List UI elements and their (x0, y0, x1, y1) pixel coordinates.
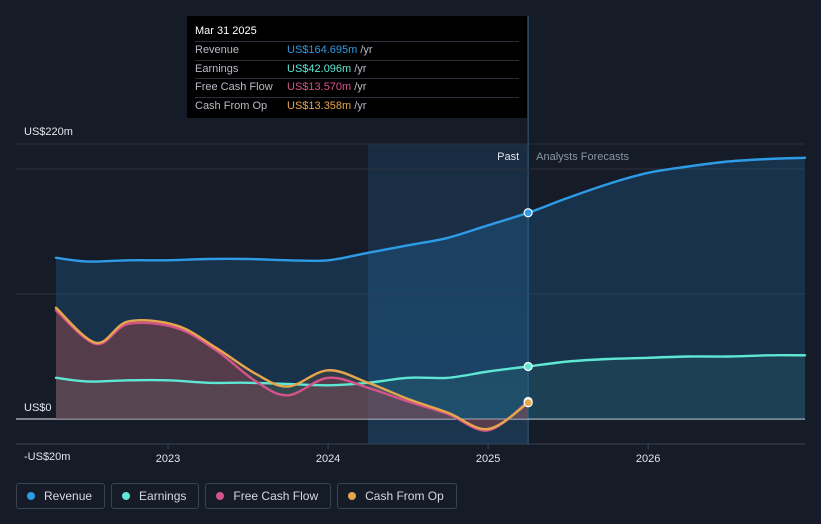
legend-dot-icon (348, 492, 357, 500)
x-tick-label: 2024 (316, 453, 340, 465)
past-label: Past (497, 151, 519, 163)
tooltip-value: US$164.695m (287, 44, 358, 56)
tooltip-value: US$13.358m (287, 99, 352, 112)
cash-from-op-marker (523, 398, 533, 408)
legend: Revenue Earnings Free Cash Flow Cash Fro… (16, 483, 457, 511)
cash-from-op-line (54, 306, 530, 431)
tooltip-value: US$42.096m (287, 62, 352, 75)
legend-item-free-cash-flow[interactable]: Free Cash Flow (205, 483, 332, 509)
tooltip-row-earnings: Earnings US$42.096m /yr (195, 59, 519, 79)
earnings-marker (523, 361, 533, 372)
tooltip-label: Earnings (195, 62, 239, 75)
earnings-line (54, 353, 807, 387)
tooltip-unit: /yr (354, 62, 367, 75)
legend-label: Earnings (139, 489, 187, 503)
legend-dot-icon (27, 492, 35, 500)
tooltip-label: Free Cash Flow (195, 81, 273, 93)
y-tick-label: US$0 (24, 402, 52, 414)
revenue-area (56, 157, 805, 420)
forecast-label: Analysts Forecasts (536, 151, 629, 163)
legend-label: Revenue (44, 489, 93, 503)
legend-label: Free Cash Flow (233, 489, 319, 503)
legend-item-revenue[interactable]: Revenue (16, 483, 106, 509)
x-tick-label: 2023 (156, 453, 180, 465)
tooltip-label: Revenue (195, 44, 240, 56)
tooltip-unit: /yr (354, 99, 367, 112)
tooltip: Mar 31 2025 Revenue US$164.695m /yr Earn… (187, 16, 527, 118)
tooltip-row-revenue: Revenue US$164.695m /yr (195, 41, 519, 60)
x-tick-label: 2026 (636, 453, 660, 465)
tooltip-unit: /yr (360, 44, 373, 56)
legend-dot-icon (216, 492, 225, 500)
legend-item-cash-from-op[interactable]: Cash From Op (337, 483, 457, 509)
tooltip-row-cash-from-op: Cash From Op US$13.358m /yr (195, 96, 519, 116)
earnings-area (56, 355, 805, 419)
tooltip-unit: /yr (354, 81, 367, 93)
legend-item-earnings[interactable]: Earnings (111, 483, 200, 509)
legend-dot-icon (122, 492, 131, 500)
legend-label: Cash From Op (365, 489, 444, 503)
tooltip-row-free-cash-flow: Free Cash Flow US$13.570m /yr (195, 78, 519, 97)
free-cash-flow-area (56, 310, 529, 431)
tooltip-date: Mar 31 2025 (195, 25, 257, 37)
y-tick-label: US$220m (24, 126, 73, 138)
revenue-marker (523, 208, 533, 218)
x-tick-label: 2025 (476, 453, 500, 465)
revenue-line (54, 156, 807, 263)
y-tick-label: -US$20m (24, 451, 70, 463)
cash-from-op-area (56, 307, 529, 430)
tooltip-value: US$13.570m (287, 81, 352, 93)
tooltip-label: Cash From Op (195, 99, 268, 112)
